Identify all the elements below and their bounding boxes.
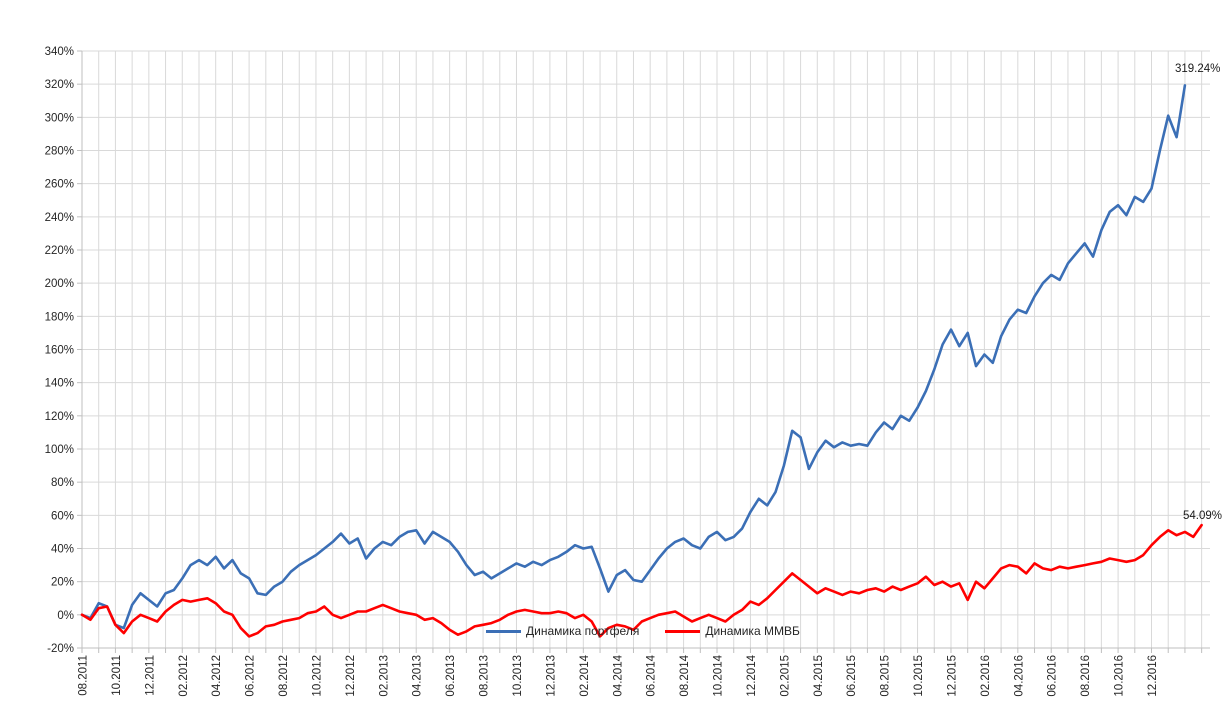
- mmvb-line-swatch-icon: [665, 629, 701, 633]
- portfolio-end-value-label: 319.24%: [1175, 63, 1221, 75]
- x-tick-label: 12.2016: [1147, 655, 1159, 697]
- x-tick-label: 08.2016: [1080, 655, 1092, 697]
- y-tick-label: 160%: [45, 345, 74, 357]
- x-tick-label: 10.2016: [1114, 655, 1126, 697]
- y-tick-label: 260%: [45, 179, 74, 191]
- y-tick-label: 0%: [57, 610, 74, 622]
- legend-label-portfolio: Динамика портфеля: [526, 624, 640, 638]
- x-tick-label: 12.2012: [345, 655, 357, 697]
- x-tick-label: 06.2014: [646, 654, 658, 696]
- x-tick-label: 12.2015: [946, 655, 958, 697]
- y-tick-label: 20%: [51, 577, 74, 589]
- x-tick-label: 10.2013: [512, 655, 524, 697]
- portfolio-line: [80, 84, 1187, 630]
- y-tick-label: 240%: [45, 212, 74, 224]
- x-tick-label: 10.2012: [311, 655, 323, 697]
- y-tick-label: 340%: [45, 46, 74, 58]
- y-tick-label: 200%: [45, 278, 74, 290]
- y-tick-label: 320%: [45, 79, 74, 91]
- x-tick-label: 06.2013: [445, 655, 457, 697]
- chart-legend: Динамика портфеля Динамика ММВБ: [486, 624, 800, 638]
- legend-label-mmvb: Динамика ММВБ: [705, 624, 800, 638]
- y-tick-label: 80%: [51, 477, 74, 489]
- x-tick-label: 06.2015: [846, 655, 858, 697]
- mmvb-end-value-label: 54.09%: [1183, 510, 1223, 522]
- x-tick-label: 08.2012: [278, 655, 290, 697]
- x-tick-label: 02.2014: [579, 654, 591, 696]
- x-tick-label: 08.2015: [880, 655, 892, 697]
- x-tick-label: 08.2013: [479, 655, 491, 697]
- x-tick-label: 04.2013: [412, 655, 424, 697]
- y-tick-label: 300%: [45, 112, 74, 124]
- y-tick-label: 60%: [51, 510, 74, 522]
- x-tick-label: 04.2014: [612, 654, 624, 696]
- portfolio-line-swatch-icon: [486, 629, 521, 633]
- x-tick-label: 08.2014: [679, 654, 691, 696]
- x-tick-label: 04.2012: [211, 655, 223, 697]
- x-tick-label: 10.2015: [913, 655, 925, 697]
- x-tick-label: 02.2012: [178, 655, 190, 697]
- y-tick-label: 100%: [45, 444, 74, 456]
- y-tick-label: 280%: [45, 146, 74, 158]
- x-tick-label: 04.2015: [813, 655, 825, 697]
- x-tick-label: 02.2015: [779, 655, 791, 697]
- y-tick-label: 40%: [51, 544, 74, 556]
- y-tick-label: 120%: [45, 411, 74, 423]
- x-tick-label: 02.2016: [980, 655, 992, 697]
- legend-item-mmvb: Динамика ММВБ: [665, 624, 800, 638]
- x-tick-label: 12.2013: [545, 655, 557, 697]
- y-tick-label: 180%: [45, 311, 74, 323]
- y-tick-label: -20%: [47, 643, 74, 655]
- mmvb-line: [80, 523, 1203, 638]
- x-tick-label: 02.2013: [378, 655, 390, 697]
- y-tick-label: 140%: [45, 378, 74, 390]
- x-tick-label: 08.2011: [78, 655, 90, 696]
- x-tick-label: 12.2014: [746, 654, 758, 696]
- y-tick-label: 220%: [45, 245, 74, 257]
- x-tick-label: 12.2011: [144, 655, 156, 696]
- x-tick-label: 04.2016: [1013, 655, 1025, 697]
- x-tick-label: 10.2011: [111, 655, 123, 696]
- x-tick-label: 06.2012: [245, 655, 257, 697]
- x-tick-label: 10.2014: [713, 654, 725, 696]
- x-tick-label: 06.2016: [1047, 655, 1059, 697]
- legend-item-portfolio: Динамика портфеля: [486, 624, 639, 638]
